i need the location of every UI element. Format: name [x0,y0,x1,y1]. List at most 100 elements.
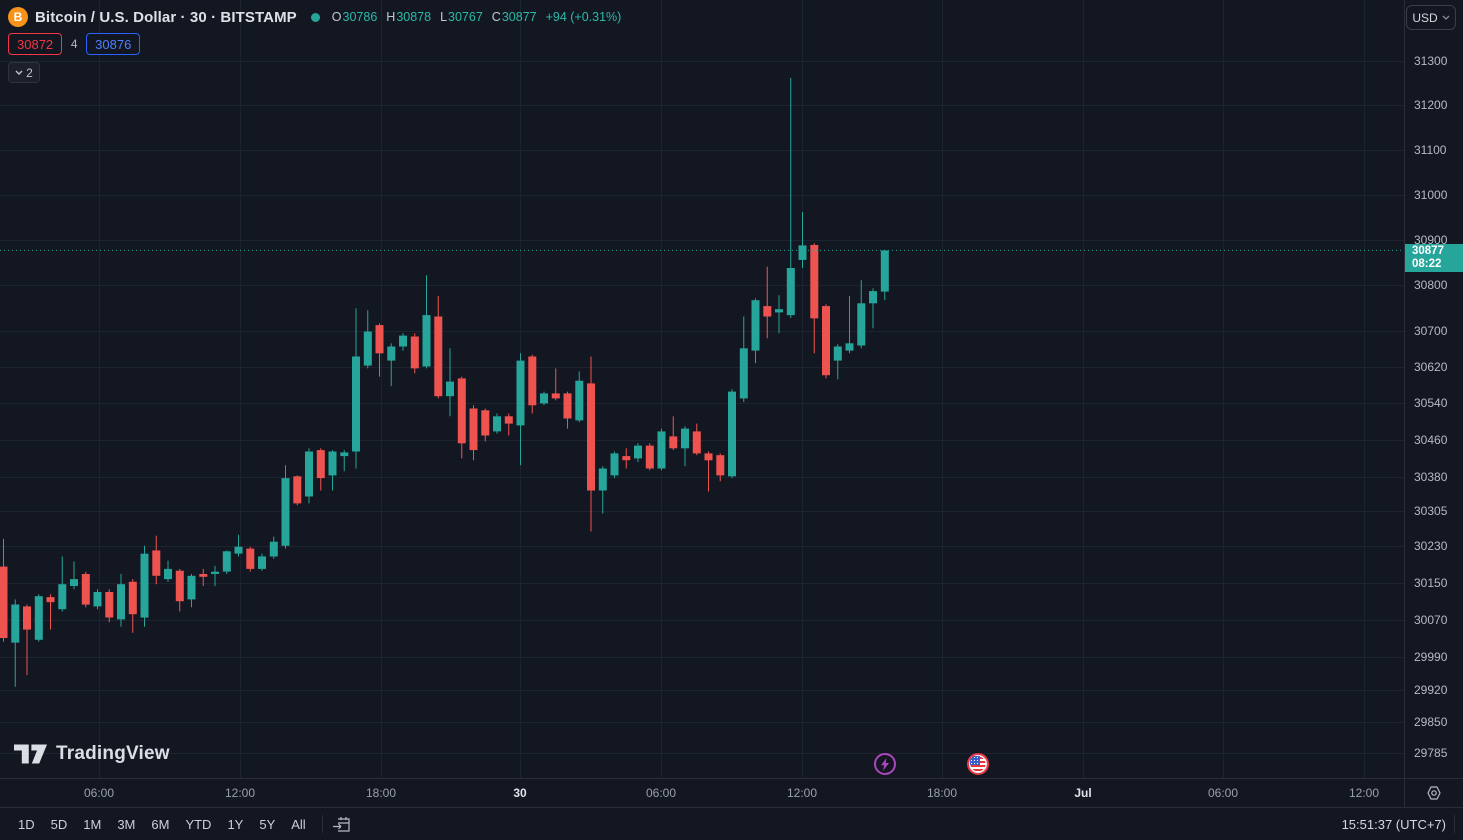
candle [857,280,866,349]
time-tick-label: 18:00 [365,786,397,800]
candle [375,323,384,377]
candle [199,568,208,586]
chevron-down-icon [1442,15,1450,20]
price-tick-label: 31000 [1414,188,1448,202]
range-button-5y[interactable]: 5Y [259,816,276,832]
time-tick-label: 30 [513,786,527,800]
time-tick-label: 12:00 [1348,786,1380,800]
candle [704,451,713,492]
range-button-3m[interactable]: 3M [117,816,136,832]
candle [410,333,419,374]
bitcoin-icon: B [8,7,28,27]
candle [105,589,114,623]
candle [164,560,172,582]
candle [551,368,560,401]
candle [117,574,125,627]
last-price-value: 30877 [1412,245,1444,257]
candle [681,426,689,467]
candle [281,465,290,549]
price-tick-label: 31300 [1414,54,1448,68]
price-tick-label: 30800 [1414,278,1448,292]
market-open-dot[interactable] [310,12,320,22]
time-tick-label: 06:00 [1207,786,1239,800]
chart-settings-corner[interactable] [1404,778,1463,807]
candle [563,391,572,429]
time-tick-label: Jul [1074,786,1092,800]
candle [70,561,78,590]
time-tick-label: 12:00 [224,786,256,800]
range-button-6m[interactable]: 6M [151,816,170,832]
candle [399,333,407,351]
candlestick-chart[interactable] [0,0,1404,778]
candle [716,453,725,482]
bottom-toolbar: 1D 5D 1M 3M 6M YTD 1Y 5Y All 15:51:37 (UTC+7) [0,807,1463,840]
candle [222,550,231,574]
price-axis[interactable]: 30877 08:22 31300 31200 31100 31000 30900 308… [1404,0,1463,778]
candle [34,594,43,642]
range-button-ytd[interactable]: YTD [185,816,212,832]
go-to-date-button[interactable] [331,812,355,836]
candle [269,536,278,559]
price-tick-label: 29990 [1414,650,1448,664]
candle [58,556,67,612]
range-button-1m[interactable]: 1M [83,816,102,832]
sell-price-button[interactable]: 30872 [8,33,63,55]
time-tick-label: 06:00 [83,786,115,800]
currency-dropdown[interactable]: USD [1406,5,1456,30]
symbol-title[interactable]: Bitcoin / U.S. Dollar · 30 · BITSTAMP [35,8,297,26]
candle [81,571,90,608]
time-tick-label: 18:00 [926,786,958,800]
tradingview-logo-icon [14,744,47,764]
bid-price: 30872 [17,36,54,52]
bar-countdown: 08:22 [1412,258,1442,270]
candle [211,565,219,586]
candle [305,448,313,504]
candle [481,408,490,442]
range-button-5d[interactable]: 5D [50,816,68,832]
candle [822,304,830,379]
candle [598,466,607,514]
candle [23,604,31,676]
candle [316,448,325,491]
price-tick-label: 30305 [1414,504,1448,518]
buy-price-button[interactable]: 30876 [86,33,141,55]
toolbar-end-divider [1454,815,1455,833]
time-axis[interactable]: 06:00 12:00 18:00 30 06:00 12:00 18:00 Jul 06:00… [0,778,1404,807]
tradingview-logo-text: TradingView [56,743,170,764]
price-tick-label: 30700 [1414,324,1448,338]
object-tree-collapse-button[interactable]: 2 [8,62,40,83]
gear-icon [1427,786,1441,800]
ohlc-readout: O 30786 H 30878 L 30767 C 30877 +94 (+0.31%) [332,10,622,24]
range-button-1y[interactable]: 1Y [227,816,244,832]
open-label: O [331,10,342,24]
session-clock[interactable]: 15:51:37 (UTC+7) [1341,816,1446,832]
lightning-event-icon[interactable] [874,753,896,775]
candle [786,78,795,318]
candle [669,416,678,451]
us-flag-event-icon[interactable] [967,753,989,775]
candle [763,266,772,339]
candle [845,296,854,354]
candle [387,343,396,387]
candle [657,428,666,471]
candle [587,356,595,532]
price-tick-label: 31100 [1414,143,1447,157]
candle [540,391,548,406]
candle [246,546,255,572]
candle [469,405,478,461]
chart-pane[interactable]: B Bitcoin / U.S. Dollar · 30 · BITSTAMP … [0,0,1404,778]
tradingview-logo[interactable]: TradingView [14,743,170,765]
range-button-all[interactable]: All [291,816,306,832]
candle [634,443,642,463]
range-button-1d[interactable]: 1D [18,816,35,832]
candle [516,353,525,466]
price-tick-label: 29850 [1414,715,1448,729]
bitcoin-glyph: B [13,10,23,24]
candle [128,579,137,633]
symbol-legend: B Bitcoin / U.S. Dollar · 30 · BITSTAMP … [8,7,621,83]
spread-value: 4 [70,37,78,51]
close-label: C [491,10,501,24]
calendar-goto-icon [333,816,350,832]
candle [352,308,360,469]
